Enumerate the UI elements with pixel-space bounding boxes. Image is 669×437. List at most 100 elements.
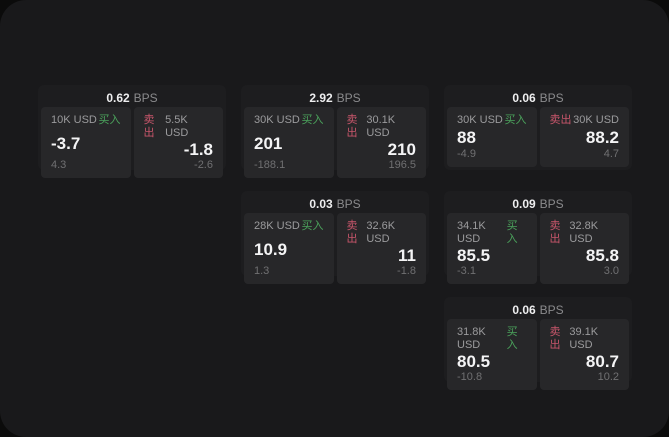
- buy-amount: 34.1K USD: [457, 220, 486, 245]
- buy-delta: -10.8: [457, 371, 483, 383]
- sell-tile-top: 卖出 32.8K USD: [550, 220, 620, 246]
- quote-tiles: 30K USD 买入 88 -4.9 卖出 30K USD 88.2 4.7: [447, 107, 629, 167]
- spread-header: 0.06 BPS: [447, 301, 629, 319]
- sell-amount: 32.6K USD: [366, 220, 396, 245]
- buy-tile-top: 31.8K USD 买入: [457, 326, 527, 352]
- buy-tile[interactable]: 31.8K USD 买入 80.5 -10.8: [447, 319, 537, 390]
- bps-unit-label: BPS: [539, 303, 564, 317]
- bps-unit-label: BPS: [336, 197, 361, 211]
- sell-amount: 5.5K USD: [165, 114, 189, 139]
- quote-card: 0.06 BPS 30K USD 买入 88 -4.9 卖出 30K USD 8…: [444, 85, 632, 170]
- sell-price: 80.7: [585, 352, 619, 371]
- sell-side-label: 卖出: [143, 114, 155, 139]
- sell-delta: -2.6: [194, 159, 213, 171]
- sell-tile[interactable]: 卖出 32.6K USD 11 -1.8: [336, 213, 426, 284]
- buy-side-label: 买入: [301, 114, 324, 126]
- quote-tiles: 30K USD 买入 201 -188.1 卖出 30.1K USD 210 1…: [244, 107, 426, 178]
- sell-tile[interactable]: 卖出 30K USD 88.2 4.7: [539, 107, 629, 167]
- buy-delta: 4.3: [51, 159, 67, 171]
- sell-amount: 30K USD: [573, 114, 619, 126]
- sell-amount: 32.8K USD: [569, 220, 599, 245]
- quote-tiles: 28K USD 买入 10.9 1.3 卖出 32.6K USD 11 -1.8: [244, 213, 426, 284]
- buy-tile[interactable]: 10K USD 买入 -3.7 4.3: [41, 107, 131, 178]
- buy-tile-top: 30K USD 买入: [254, 114, 324, 127]
- sell-tile[interactable]: 卖出 5.5K USD -1.8 -2.6: [133, 107, 223, 178]
- sell-tile-top: 卖出 5.5K USD: [144, 114, 214, 140]
- buy-tile[interactable]: 34.1K USD 买入 85.5 -3.1: [447, 213, 537, 284]
- spread-header: 0.09 BPS: [447, 195, 629, 213]
- buy-tile[interactable]: 28K USD 买入 10.9 1.3: [244, 213, 334, 284]
- sell-price: 88.2: [585, 128, 619, 147]
- quote-card: 0.06 BPS 31.8K USD 买入 80.5 -10.8 卖出 39.1…: [444, 297, 632, 390]
- sell-amount: 39.1K USD: [569, 326, 599, 351]
- spread-value: 0.06: [512, 303, 536, 317]
- sell-delta: -1.8: [397, 265, 416, 277]
- spread-value: 0.62: [106, 91, 130, 105]
- sell-delta: 10.2: [597, 371, 619, 383]
- buy-amount: 30K USD: [457, 114, 503, 126]
- buy-tile[interactable]: 30K USD 买入 88 -4.9: [447, 107, 537, 167]
- buy-tile-top: 28K USD 买入: [254, 220, 324, 233]
- sell-delta: 3.0: [603, 265, 619, 277]
- bps-unit-label: BPS: [539, 197, 564, 211]
- sell-tile-top: 卖出 30.1K USD: [347, 114, 417, 140]
- buy-price: 88: [457, 128, 476, 147]
- sell-tile-top: 卖出 30K USD: [550, 114, 620, 127]
- sell-tile-top: 卖出 32.6K USD: [347, 220, 417, 246]
- spread-header: 0.62 BPS: [41, 89, 223, 107]
- buy-side-label: 买入: [506, 326, 518, 351]
- buy-amount: 28K USD: [254, 220, 300, 232]
- buy-amount: 31.8K USD: [457, 326, 486, 351]
- buy-side-label: 买入: [506, 220, 518, 245]
- sell-side-label: 卖出: [549, 114, 572, 126]
- buy-price: 85.5: [457, 246, 491, 265]
- sell-tile-top: 卖出 39.1K USD: [550, 326, 620, 352]
- buy-price: 10.9: [254, 239, 288, 259]
- spread-header: 0.03 BPS: [244, 195, 426, 213]
- buy-delta: -4.9: [457, 148, 476, 160]
- buy-delta: -3.1: [457, 265, 476, 277]
- sell-price: 210: [387, 140, 416, 159]
- bps-unit-label: BPS: [133, 91, 158, 105]
- bps-unit-label: BPS: [539, 91, 564, 105]
- spread-value: 0.09: [512, 197, 536, 211]
- bps-unit-label: BPS: [336, 91, 361, 105]
- sell-price: 11: [398, 246, 416, 265]
- sell-price: -1.8: [183, 140, 213, 159]
- buy-tile-top: 10K USD 买入: [51, 114, 121, 127]
- buy-tile[interactable]: 30K USD 买入 201 -188.1: [244, 107, 334, 178]
- sell-tile[interactable]: 卖出 30.1K USD 210 196.5: [336, 107, 426, 178]
- sell-delta: 4.7: [603, 148, 619, 160]
- sell-side-label: 卖出: [346, 220, 358, 245]
- quote-grid: 0.62 BPS 10K USD 买入 -3.7 4.3 卖出 5.5K USD…: [38, 85, 632, 390]
- buy-side-label: 买入: [301, 220, 324, 232]
- quote-tiles: 10K USD 买入 -3.7 4.3 卖出 5.5K USD -1.8 -2.…: [41, 107, 223, 178]
- sell-side-label: 卖出: [549, 220, 561, 245]
- buy-side-label: 买入: [98, 114, 121, 126]
- spread-header: 0.06 BPS: [447, 89, 629, 107]
- quote-card: 0.62 BPS 10K USD 买入 -3.7 4.3 卖出 5.5K USD…: [38, 85, 226, 178]
- buy-delta: 1.3: [254, 265, 270, 277]
- quote-card: 0.03 BPS 28K USD 买入 10.9 1.3 卖出 32.6K US…: [241, 191, 429, 284]
- sell-side-label: 卖出: [346, 114, 358, 139]
- sell-tile[interactable]: 卖出 32.8K USD 85.8 3.0: [539, 213, 629, 284]
- quote-card: 2.92 BPS 30K USD 买入 201 -188.1 卖出 30.1K …: [241, 85, 429, 178]
- spread-header: 2.92 BPS: [244, 89, 426, 107]
- buy-amount: 10K USD: [51, 114, 97, 126]
- buy-price: 80.5: [457, 352, 491, 371]
- buy-price: -3.7: [51, 133, 81, 153]
- buy-side-label: 买入: [504, 114, 527, 126]
- quote-tiles: 31.8K USD 买入 80.5 -10.8 卖出 39.1K USD 80.…: [447, 319, 629, 390]
- spread-value: 2.92: [309, 91, 333, 105]
- spread-value: 0.03: [309, 197, 333, 211]
- sell-side-label: 卖出: [549, 326, 561, 351]
- sell-tile[interactable]: 卖出 39.1K USD 80.7 10.2: [539, 319, 629, 390]
- spread-value: 0.06: [512, 91, 536, 105]
- buy-tile-top: 30K USD 买入: [457, 114, 527, 127]
- quote-tiles: 34.1K USD 买入 85.5 -3.1 卖出 32.8K USD 85.8…: [447, 213, 629, 284]
- sell-price: 85.8: [585, 246, 619, 265]
- buy-price: 201: [254, 133, 283, 153]
- quote-card: 0.09 BPS 34.1K USD 买入 85.5 -3.1 卖出 32.8K…: [444, 191, 632, 284]
- buy-amount: 30K USD: [254, 114, 300, 126]
